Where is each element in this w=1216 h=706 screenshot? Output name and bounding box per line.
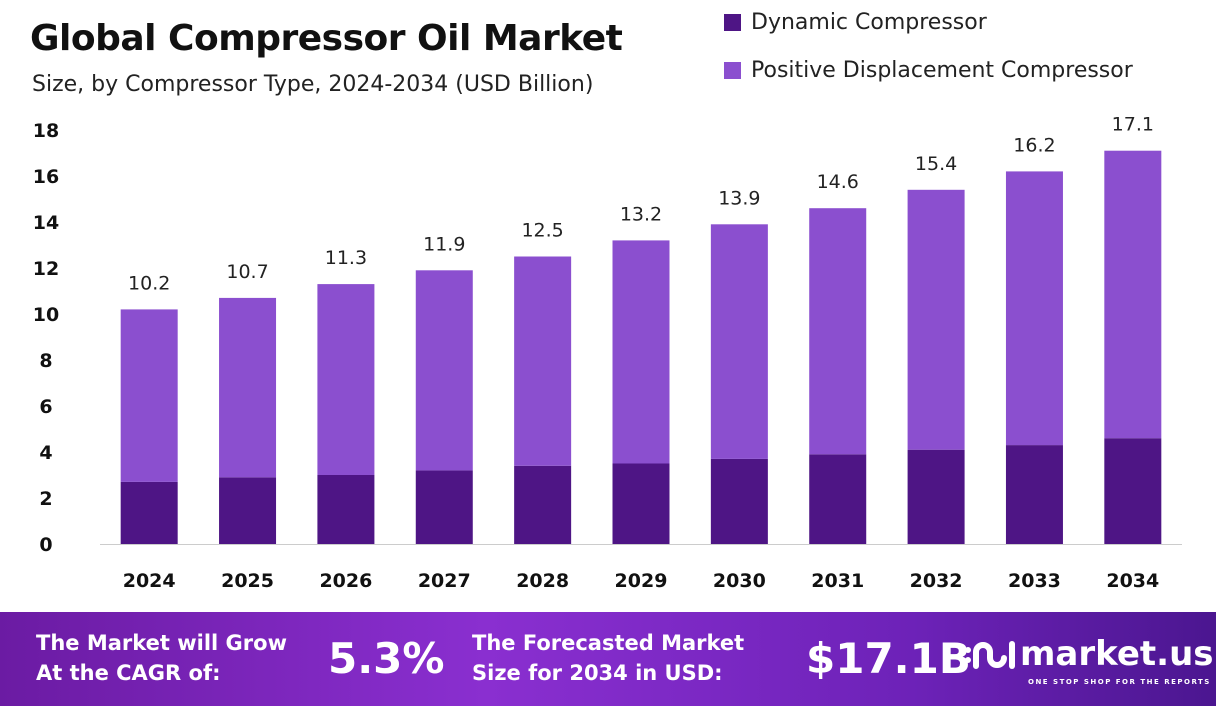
data-label: 12.5 (521, 220, 563, 242)
bar-positive-displacement (514, 256, 572, 466)
data-label: 13.2 (620, 203, 662, 225)
legend-label: Positive Displacement Compressor (751, 58, 1133, 83)
data-label: 11.9 (423, 233, 465, 255)
data-label: 10.7 (226, 261, 268, 283)
bar-dynamic (1104, 438, 1162, 544)
y-tick-label: 4 (39, 442, 52, 464)
legend-item-positive: Positive Displacement Compressor (724, 58, 1133, 83)
data-label: 13.9 (718, 187, 760, 209)
bar-positive-displacement (317, 284, 375, 475)
x-tick-label: 2028 (516, 570, 569, 592)
y-tick-label: 6 (39, 396, 52, 418)
cagr-label: The Market will Grow At the CAGR of: (36, 631, 287, 685)
y-tick-label: 0 (39, 534, 52, 556)
chart-plot: 0 2 4 6 8 10 12 14 16 18 10.2 2024 10.7 2025 11.3 2026 1… (33, 114, 1182, 592)
x-tick-label: 2025 (221, 570, 274, 592)
logo-tagline: ONE STOP SHOP FOR THE REPORTS (1028, 678, 1211, 686)
x-tick-label: 2024 (123, 570, 176, 592)
y-tick-label: 12 (33, 258, 59, 280)
data-label: 11.3 (325, 247, 367, 269)
summary-banner: The Market will Grow At the CAGR of: 5.3… (0, 612, 1216, 706)
logo-text: market.us (1020, 634, 1214, 674)
legend-label: Dynamic Compressor (751, 10, 987, 35)
legend-swatch (724, 14, 741, 31)
bar-positive-displacement (809, 208, 867, 455)
y-tick-label: 16 (33, 166, 59, 188)
data-label: 14.6 (817, 171, 859, 193)
bar-positive-displacement (120, 309, 178, 482)
y-tick-label: 8 (39, 350, 52, 372)
x-tick-label: 2030 (713, 570, 766, 592)
bar-positive-displacement (219, 297, 277, 478)
x-tick-label: 2033 (1008, 570, 1061, 592)
bar-positive-displacement (415, 270, 473, 471)
bar-dynamic (317, 475, 375, 544)
y-tick-label: 2 (39, 488, 52, 510)
y-tick-label: 10 (33, 304, 59, 326)
data-label: 15.4 (915, 153, 957, 175)
x-tick-label: 2034 (1106, 570, 1159, 592)
forecast-label: The Forecasted Market Size for 2034 in U… (472, 631, 745, 685)
bar-dynamic (415, 470, 473, 544)
bar-dynamic (710, 458, 768, 544)
bar-positive-displacement (1005, 171, 1063, 446)
data-label: 17.1 (1112, 114, 1154, 136)
x-tick-label: 2032 (910, 570, 963, 592)
forecast-value: $17.1B (806, 634, 971, 683)
x-tick-label: 2031 (811, 570, 864, 592)
bar-dynamic (612, 463, 670, 544)
chart-subtitle: Size, by Compressor Type, 2024-2034 (USD… (32, 72, 594, 97)
bar-positive-displacement (1104, 150, 1162, 439)
y-tick-label: 14 (33, 212, 59, 234)
logo-icon (965, 641, 1015, 669)
bar-dynamic (120, 481, 178, 544)
cagr-value: 5.3% (328, 634, 445, 683)
bar-dynamic (1005, 445, 1063, 544)
data-label: 16.2 (1013, 134, 1055, 156)
x-tick-label: 2027 (418, 570, 471, 592)
chart-title: Global Compressor Oil Market (30, 18, 623, 59)
bar-dynamic (907, 449, 965, 544)
x-tick-label: 2026 (319, 570, 372, 592)
bar-dynamic (514, 465, 572, 544)
legend-item-dynamic: Dynamic Compressor (724, 10, 987, 35)
legend-swatch (724, 62, 741, 79)
bar-positive-displacement (907, 189, 965, 450)
bar-positive-displacement (612, 240, 670, 464)
market-us-logo: market.us ONE STOP SHOP FOR THE REPORTS (962, 634, 1214, 686)
data-label: 10.2 (128, 272, 170, 294)
bar-positive-displacement (710, 224, 768, 459)
y-tick-label: 18 (33, 120, 59, 142)
x-tick-label: 2029 (615, 570, 668, 592)
bar-dynamic (809, 454, 867, 544)
bar-dynamic (219, 477, 277, 544)
